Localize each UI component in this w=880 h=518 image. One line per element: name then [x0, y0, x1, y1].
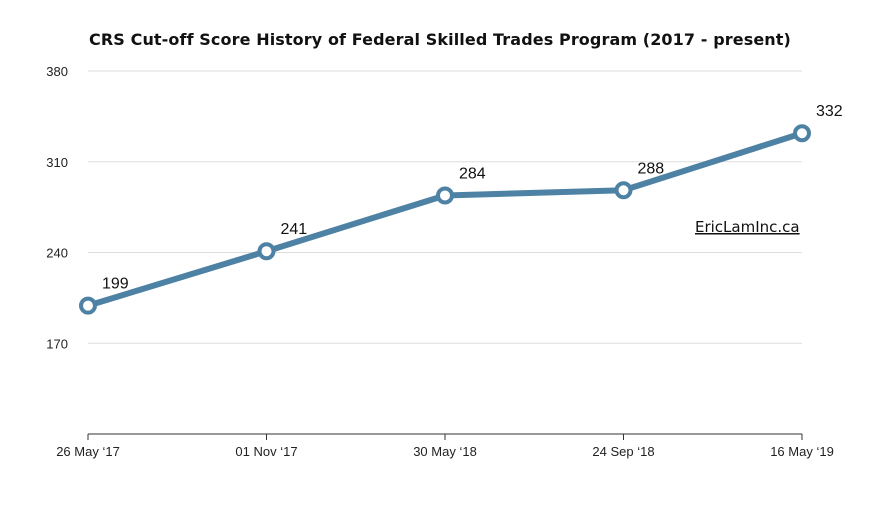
data-point-2[interactable]	[436, 186, 454, 205]
y-tick-label-380: 380	[46, 64, 68, 79]
data-labels: 199 241 284 288 332	[102, 103, 843, 292]
watermark-annotation[interactable]: EricLamInc.ca	[695, 218, 800, 236]
axes: 170 240 310 380 26 May ‘17 01 Nov ‘17 30 May ‘…	[46, 64, 834, 459]
data-point-0[interactable]	[79, 296, 97, 315]
data-label-0: 199	[102, 276, 129, 293]
data-label-1: 241	[281, 221, 308, 238]
data-label-2: 284	[459, 165, 486, 182]
x-tick-label-4: 16 May ‘19	[770, 444, 834, 459]
data-point-1[interactable]	[257, 242, 276, 261]
data-point-3[interactable]	[614, 181, 633, 200]
x-tick-label-2: 30 May ‘18	[413, 444, 477, 459]
data-label-3: 288	[638, 160, 665, 177]
data-label-4: 332	[816, 103, 843, 120]
x-tick-label-1: 01 Nov ‘17	[235, 444, 297, 459]
x-tick-label-0: 26 May ‘17	[56, 444, 120, 459]
y-tick-label-170: 170	[46, 336, 68, 351]
grid-lines	[88, 70, 802, 344]
x-tick-label-3: 24 Sep ‘18	[592, 444, 654, 459]
series-layer	[79, 124, 811, 315]
y-tick-label-310: 310	[46, 155, 68, 170]
data-point-4[interactable]	[793, 124, 811, 143]
chart-title: CRS Cut-off Score History of Federal Ski…	[89, 30, 791, 49]
y-tick-label-240: 240	[46, 246, 68, 261]
